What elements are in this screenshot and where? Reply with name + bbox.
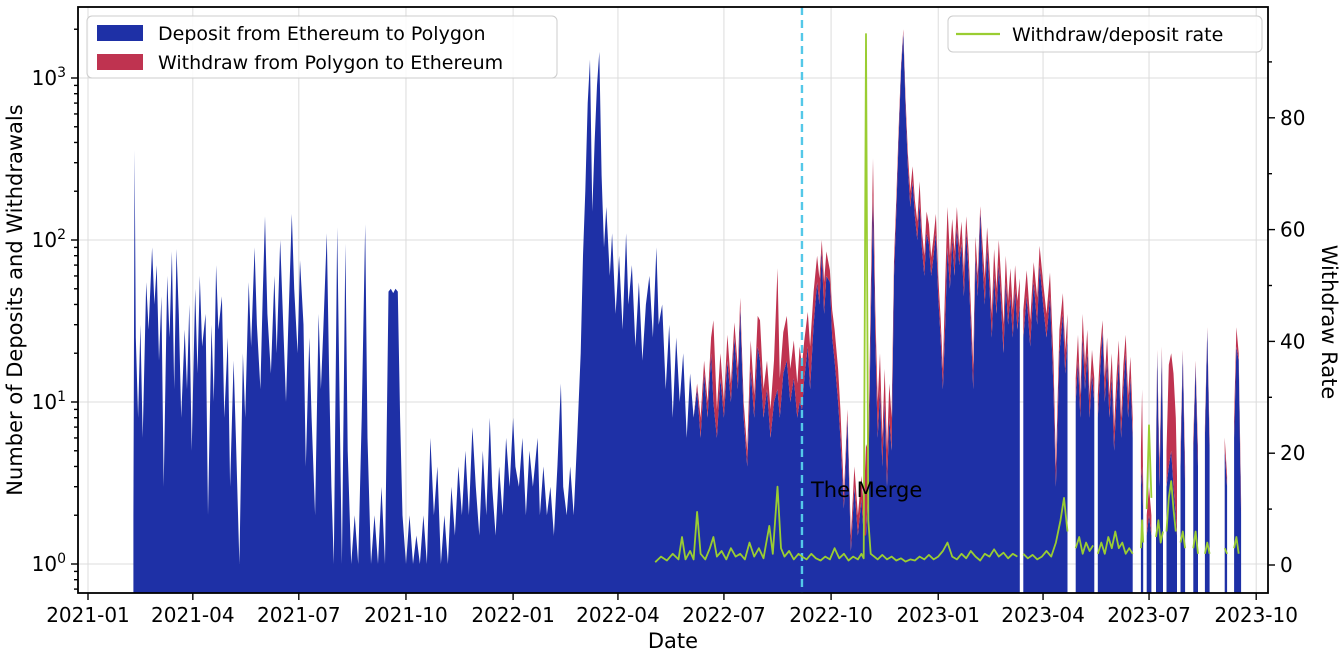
- svg-text:2021-01: 2021-01: [46, 603, 130, 627]
- legend-deposit-withdraw: Deposit from Ethereum to Polygon Withdraw…: [86, 15, 558, 79]
- svg-text:2021-04: 2021-04: [151, 603, 235, 627]
- legend-label: Withdraw from Polygon to Ethereum: [158, 52, 503, 74]
- withdraw-rate-line: [654, 33, 1240, 563]
- withdraw-area-series: [133, 29, 1242, 564]
- svg-text:2023-01: 2023-01: [896, 603, 980, 627]
- svg-text:20: 20: [1280, 441, 1305, 465]
- merge-annotation-label: The Merge: [810, 478, 922, 502]
- svg-text:2022-01: 2022-01: [471, 603, 555, 627]
- y-axis-label-right: Withdraw Rate: [1317, 245, 1340, 400]
- x-tick-labels: 2021-01 2021-04 2021-07 2021-10 2022-01 2022-…: [46, 603, 1298, 627]
- svg-text:60: 60: [1280, 218, 1305, 242]
- y-axis-label-left: Number of Deposits and Withdrawals: [3, 104, 27, 495]
- svg-text:2023-07: 2023-07: [1107, 603, 1191, 627]
- svg-text:0: 0: [1280, 553, 1293, 577]
- svg-text:2021-10: 2021-10: [364, 603, 448, 627]
- legend-label: Deposit from Ethereum to Polygon: [158, 23, 486, 45]
- legend-swatch: [97, 25, 143, 41]
- svg-text:2023-04: 2023-04: [1001, 603, 1085, 627]
- legend-swatch: [97, 54, 143, 70]
- legend-label: Withdraw/deposit rate: [1012, 24, 1223, 46]
- legend-rate: Withdraw/deposit rate: [947, 15, 1263, 53]
- svg-text:2022-10: 2022-10: [789, 603, 873, 627]
- svg-text:2023-10: 2023-10: [1214, 603, 1298, 627]
- axes-spines: [77, 6, 1269, 594]
- tick-marks: [71, 28, 1275, 600]
- svg-text:2022-07: 2022-07: [682, 603, 766, 627]
- svg-text:80: 80: [1280, 106, 1305, 130]
- y-right-tick-labels: 0 20 40 60 80: [1280, 106, 1305, 577]
- svg-text:40: 40: [1280, 329, 1305, 353]
- svg-text:2021-07: 2021-07: [257, 603, 341, 627]
- svg-text:2022-04: 2022-04: [576, 603, 660, 627]
- deposit-area-series: [133, 32, 1242, 594]
- x-axis-label: Date: [648, 629, 698, 653]
